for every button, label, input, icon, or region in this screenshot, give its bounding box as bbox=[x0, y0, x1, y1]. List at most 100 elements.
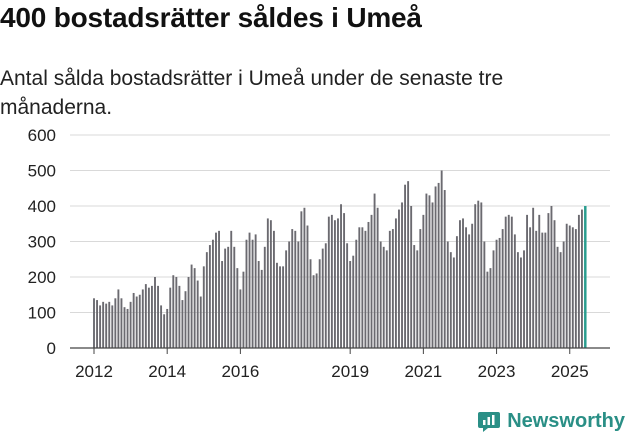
bar bbox=[218, 230, 220, 348]
bar bbox=[294, 230, 297, 348]
bar bbox=[437, 182, 440, 348]
bar bbox=[529, 227, 532, 348]
bar bbox=[349, 261, 352, 348]
bar bbox=[263, 246, 266, 348]
x-tick-label: 2021 bbox=[404, 362, 442, 381]
bar bbox=[352, 255, 355, 348]
bar bbox=[123, 307, 126, 348]
bar bbox=[510, 216, 513, 348]
bar bbox=[321, 248, 324, 348]
bar bbox=[333, 220, 336, 348]
bar bbox=[227, 246, 230, 348]
bar bbox=[455, 236, 458, 348]
bar bbox=[93, 298, 95, 348]
bar bbox=[233, 246, 236, 348]
bar bbox=[416, 250, 419, 348]
bar bbox=[419, 229, 422, 348]
bar bbox=[221, 261, 224, 348]
bar bbox=[343, 213, 346, 348]
bar bbox=[315, 273, 318, 348]
bar bbox=[178, 285, 181, 348]
bar bbox=[251, 239, 254, 348]
bar bbox=[571, 227, 574, 348]
bar bbox=[199, 296, 202, 348]
bar bbox=[565, 223, 568, 348]
bar bbox=[379, 241, 382, 348]
bar bbox=[468, 234, 471, 348]
bar bbox=[501, 229, 504, 348]
bar bbox=[562, 241, 565, 348]
bar bbox=[266, 218, 269, 348]
bar bbox=[492, 250, 495, 348]
chart-subtitle: Antal sålda bostadsrätter i Umeå under d… bbox=[0, 67, 504, 119]
bar bbox=[154, 277, 156, 348]
x-tick-label: 2025 bbox=[551, 362, 589, 381]
bar bbox=[99, 305, 102, 348]
bar bbox=[532, 207, 535, 348]
bar bbox=[422, 214, 425, 348]
bar bbox=[581, 209, 583, 348]
bar bbox=[340, 204, 342, 348]
bar bbox=[547, 213, 550, 348]
bar bbox=[516, 252, 519, 348]
bar bbox=[309, 259, 312, 348]
bar bbox=[520, 257, 522, 348]
bar bbox=[300, 211, 303, 348]
bar bbox=[398, 209, 400, 348]
x-tick-label: 2019 bbox=[331, 362, 369, 381]
bar bbox=[175, 277, 178, 348]
bar bbox=[544, 232, 547, 348]
bar bbox=[443, 190, 446, 348]
bar bbox=[471, 223, 474, 348]
y-tick-label: 500 bbox=[28, 162, 56, 181]
annotation: 400 bbox=[574, 0, 599, 4]
bar bbox=[346, 243, 349, 348]
bar bbox=[138, 294, 141, 348]
bar bbox=[245, 239, 248, 348]
bar bbox=[147, 287, 150, 348]
bar bbox=[498, 237, 501, 348]
bar bbox=[574, 229, 577, 348]
bar bbox=[376, 207, 379, 348]
bar bbox=[150, 285, 153, 348]
bar bbox=[303, 207, 306, 348]
bar bbox=[489, 268, 492, 348]
bar bbox=[452, 257, 455, 348]
bar bbox=[355, 239, 358, 348]
bar bbox=[462, 218, 464, 348]
brand[interactable]: Newsworthy bbox=[477, 409, 625, 433]
bar bbox=[279, 266, 281, 348]
bar bbox=[523, 250, 525, 348]
bar bbox=[190, 264, 193, 348]
bar bbox=[184, 291, 187, 348]
bar bbox=[166, 308, 169, 348]
bar bbox=[157, 285, 159, 348]
newsworthy-logo-icon bbox=[478, 412, 501, 432]
bar bbox=[474, 204, 477, 348]
bar bbox=[550, 206, 553, 348]
bar bbox=[495, 239, 498, 348]
bar bbox=[111, 305, 114, 348]
bar bbox=[388, 230, 391, 348]
chart-title: 400 bostadsrätter såldes i Umeå bbox=[0, 2, 422, 33]
bar bbox=[181, 300, 184, 348]
y-tick-label: 200 bbox=[28, 268, 56, 287]
bar bbox=[215, 232, 217, 348]
bar bbox=[553, 220, 556, 348]
bar bbox=[297, 241, 300, 348]
bar bbox=[394, 218, 397, 348]
bar bbox=[449, 252, 452, 348]
bar bbox=[535, 230, 538, 348]
bar bbox=[224, 248, 227, 348]
bar bbox=[163, 314, 166, 348]
bar bbox=[477, 200, 480, 348]
bar bbox=[318, 259, 321, 348]
bar bbox=[196, 280, 199, 348]
bar bbox=[382, 246, 385, 348]
bar bbox=[160, 305, 163, 348]
bar bbox=[117, 289, 120, 348]
bar bbox=[401, 202, 403, 348]
x-tick-label: 2012 bbox=[75, 362, 113, 381]
bar bbox=[172, 275, 175, 348]
